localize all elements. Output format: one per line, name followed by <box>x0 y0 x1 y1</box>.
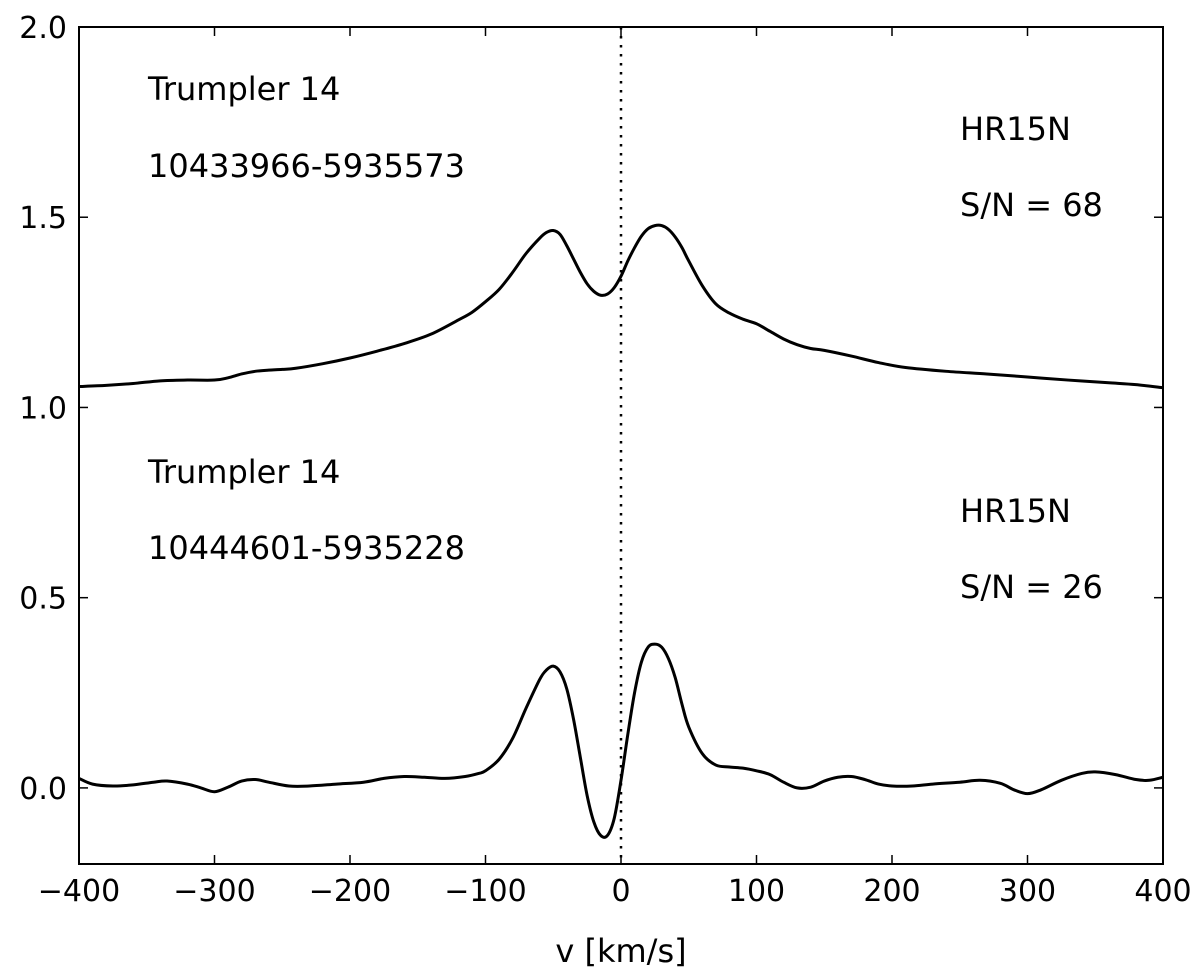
y-tick-labels: 0.0 0.5 1.0 1.5 2.0 <box>19 11 67 807</box>
bottom-cluster-label: Trumpler 14 <box>147 453 340 491</box>
x-tick-label: 200 <box>863 874 920 909</box>
x-tick-label: −200 <box>309 874 391 909</box>
bottom-snr-label: S/N = 26 <box>960 568 1103 606</box>
x-tick-label: 100 <box>728 874 785 909</box>
plot-background <box>79 27 1163 864</box>
x-tick-label: 0 <box>611 874 630 909</box>
plot-frame <box>78 26 1164 865</box>
y-tick-label: 1.5 <box>19 201 67 236</box>
y-tick-label: 0.0 <box>19 772 67 807</box>
y-tick-label: 1.0 <box>19 391 67 426</box>
y-tick-label: 0.5 <box>19 582 67 617</box>
x-tick-label: 400 <box>1134 874 1191 909</box>
top-setup-label: HR15N <box>960 110 1071 148</box>
top-snr-label: S/N = 68 <box>960 186 1103 224</box>
x-axis-title: v [km/s] <box>555 932 686 970</box>
x-tick-label: −400 <box>38 874 120 909</box>
top-spectrum-line <box>78 223 1164 390</box>
top-star-id-label: 10433966-5935573 <box>148 147 465 185</box>
axis-ticks <box>78 26 1164 864</box>
bottom-setup-label: HR15N <box>960 492 1071 530</box>
x-tick-label: 300 <box>999 874 1056 909</box>
x-tick-label: −300 <box>173 874 255 909</box>
y-tick-label: 2.0 <box>19 11 67 46</box>
x-tick-labels: −400 −300 −200 −100 0 100 200 300 400 <box>38 874 1192 909</box>
top-cluster-label: Trumpler 14 <box>147 70 340 108</box>
x-tick-label: −100 <box>444 874 526 909</box>
bottom-star-id-label: 10444601-5935228 <box>148 529 465 567</box>
bottom-spectrum-line <box>78 642 1164 839</box>
series-lines <box>78 223 1164 839</box>
